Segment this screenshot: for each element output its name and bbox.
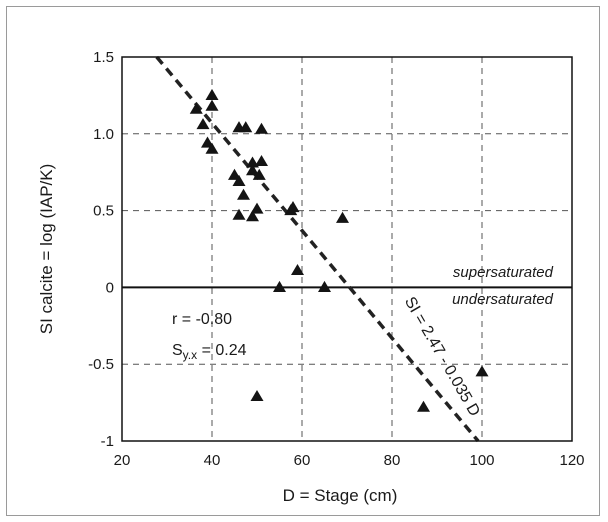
supersaturated-label: supersaturated <box>453 264 554 281</box>
y-tick-label: -0.5 <box>88 356 114 373</box>
data-point <box>250 389 264 402</box>
data-point <box>291 264 304 276</box>
data-point <box>196 118 210 130</box>
y-tick-label: 0 <box>106 279 114 296</box>
data-point <box>252 168 266 180</box>
data-point <box>336 211 349 223</box>
standard-error-label: Sy.x = 0.24 <box>172 342 247 362</box>
data-point <box>250 202 264 214</box>
correlation-label: r = -0.80 <box>172 311 232 328</box>
data-point <box>475 365 489 377</box>
x-tick-label: 100 <box>469 452 494 469</box>
regression-equation-label: SI = 2.47 - 0.035 D <box>401 294 483 419</box>
plot-area-border <box>121 56 573 442</box>
x-axis-title: D = Stage (cm) <box>283 486 398 505</box>
data-point <box>273 280 286 292</box>
x-tick-label: 20 <box>114 452 131 469</box>
y-tick-label: 1.5 <box>93 49 114 66</box>
data-point <box>205 88 219 100</box>
grid-lines <box>122 57 572 441</box>
data-points <box>189 88 489 412</box>
x-tick-labels: 20 40 60 80 100 120 <box>114 452 585 469</box>
data-point <box>189 102 203 114</box>
y-tick-label: -1 <box>101 433 114 450</box>
data-point <box>205 142 219 154</box>
data-point <box>232 208 246 220</box>
data-point <box>246 164 259 176</box>
data-point <box>286 201 300 213</box>
data-point <box>239 121 253 133</box>
regression-line <box>155 55 480 443</box>
undersaturated-label: undersaturated <box>452 291 554 308</box>
data-point <box>246 210 259 222</box>
data-point <box>318 280 331 292</box>
x-tick-label: 40 <box>204 452 221 469</box>
data-point <box>417 400 430 412</box>
y-tick-label: 0.5 <box>93 203 114 220</box>
data-point <box>205 99 219 111</box>
x-tick-label: 80 <box>384 452 401 469</box>
figure-frame <box>6 6 600 516</box>
y-axis-title: SI calcite = log (IAP/K) <box>37 164 56 335</box>
data-point <box>255 122 268 134</box>
x-tick-label: 120 <box>559 452 584 469</box>
x-tick-label: 60 <box>294 452 311 469</box>
data-point <box>255 154 268 166</box>
data-point <box>232 174 246 186</box>
y-tick-labels: -1 -0.5 0 0.5 1.0 1.5 <box>88 49 114 450</box>
data-point <box>237 188 250 200</box>
y-tick-label: 1.0 <box>93 126 114 143</box>
